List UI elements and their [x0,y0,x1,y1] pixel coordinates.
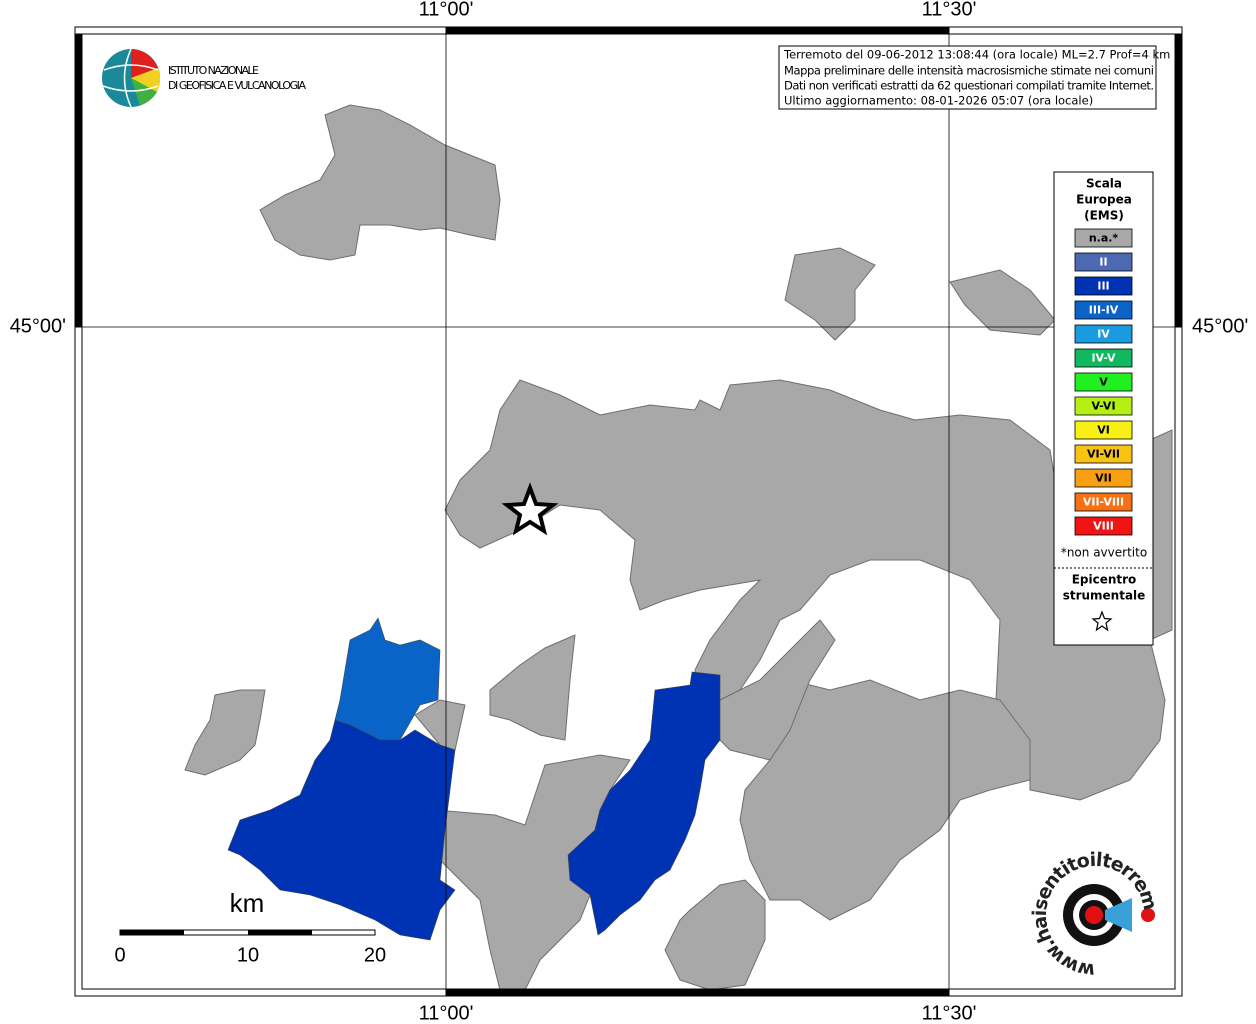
region [444,379,1173,801]
logo-wedge [131,78,157,105]
legend-label: III [1097,280,1109,293]
legend-title: Scala [1086,177,1122,191]
legend-note: *non avvertito [1061,546,1147,560]
legend-swatch [1074,372,1133,392]
logo-grid [102,48,159,108]
legend-epicenter: Epicentro [1072,573,1137,587]
logo-text: DI GEOFISICA E VULCANOLOGIA [168,79,306,92]
legend-title: Europea [1076,193,1132,207]
lon-label: 11°30' [922,0,977,20]
info-line: Mappa preliminare delle intensità macros… [784,64,1154,78]
logo-wedge [131,68,161,92]
legend-swatch [1074,492,1133,512]
info-line: Dati non verificati estratti da 62 quest… [784,79,1154,93]
legend-label: IV-V [1091,352,1116,365]
logo-text: ISTITUTO NAZIONALE [168,64,259,77]
lat-label: 45°00' [10,315,66,337]
legend-epicenter: strumentale [1063,589,1146,603]
region [784,247,876,341]
legend-label: VII [1095,472,1112,485]
lon-label: 11°00' [419,0,474,20]
scale-unit: km [230,888,265,918]
hst-badge [1141,908,1155,922]
scale-bar: km 0 10 20 [114,888,386,966]
scale-tick-label: 10 [237,944,259,966]
frame [74,26,1183,997]
region [259,104,501,261]
legend-swatch [1074,468,1133,488]
legend-star [1091,610,1113,632]
info-line: Ultimo aggiornamento: 08-01-2026 05:07 (… [784,94,1093,108]
legend-title: (EMS) [1084,209,1124,223]
region [489,634,576,741]
legend-swatch [1074,396,1133,416]
scale-bar-segment [248,930,312,935]
legend-swatch [1074,348,1133,368]
regions [184,104,1173,991]
region [949,269,1056,336]
scale-tick-label: 0 [114,944,125,966]
lon-label: 11°00' [419,1002,474,1024]
info-box: Terremoto del 09-06-2012 13:08:44 (ora l… [778,45,1170,110]
hst-center [1085,906,1103,924]
hst-megaphone [1105,898,1132,932]
legend-swatch [1074,324,1133,344]
frame-band [1174,33,1183,328]
region [739,679,1031,921]
ingv-logo: ISTITUTO NAZIONALE DI GEOFISICA E VULCAN… [102,48,306,108]
frame-band [445,988,950,997]
legend-label: V [1099,376,1108,389]
legend-label: V-VI [1091,400,1115,413]
frame-band [445,26,950,35]
region [184,689,266,776]
legend-swatch [1074,252,1133,272]
region [664,879,766,991]
legend-label: IV [1097,328,1110,341]
legend-swatch [1074,300,1133,320]
legend-swatch [1074,444,1133,464]
legend-label: VIII [1093,520,1114,533]
lat-label: 45°00' [1192,315,1248,337]
frame-band [74,33,83,328]
legend-label: n.a.* [1089,232,1119,245]
scale-tick-label: 20 [364,944,386,966]
legend-swatch [1074,420,1133,440]
info-line: Terremoto del 09-06-2012 13:08:44 (ora l… [783,48,1170,62]
region-iii [227,719,456,941]
legend: Scala Europea (EMS) *non avvertito Epice… [1053,171,1154,646]
legend-label: II [1099,256,1107,269]
legend-label: VI [1097,424,1110,437]
legend-label: VII-VIII [1083,496,1124,509]
region [414,699,466,751]
scale-bar-segment [120,930,184,935]
legend-swatch [1074,228,1133,248]
region [699,619,836,761]
legend-label: VI-VII [1087,448,1120,461]
epicenter-star [501,482,559,536]
info-box-frame [778,45,1157,110]
legend-swatch [1074,516,1133,536]
region-iii [567,671,721,936]
legend-swatch [1074,276,1133,296]
logo-wedge [131,49,158,78]
legend-label: III-IV [1089,304,1119,317]
lon-label: 11°30' [922,1002,977,1024]
